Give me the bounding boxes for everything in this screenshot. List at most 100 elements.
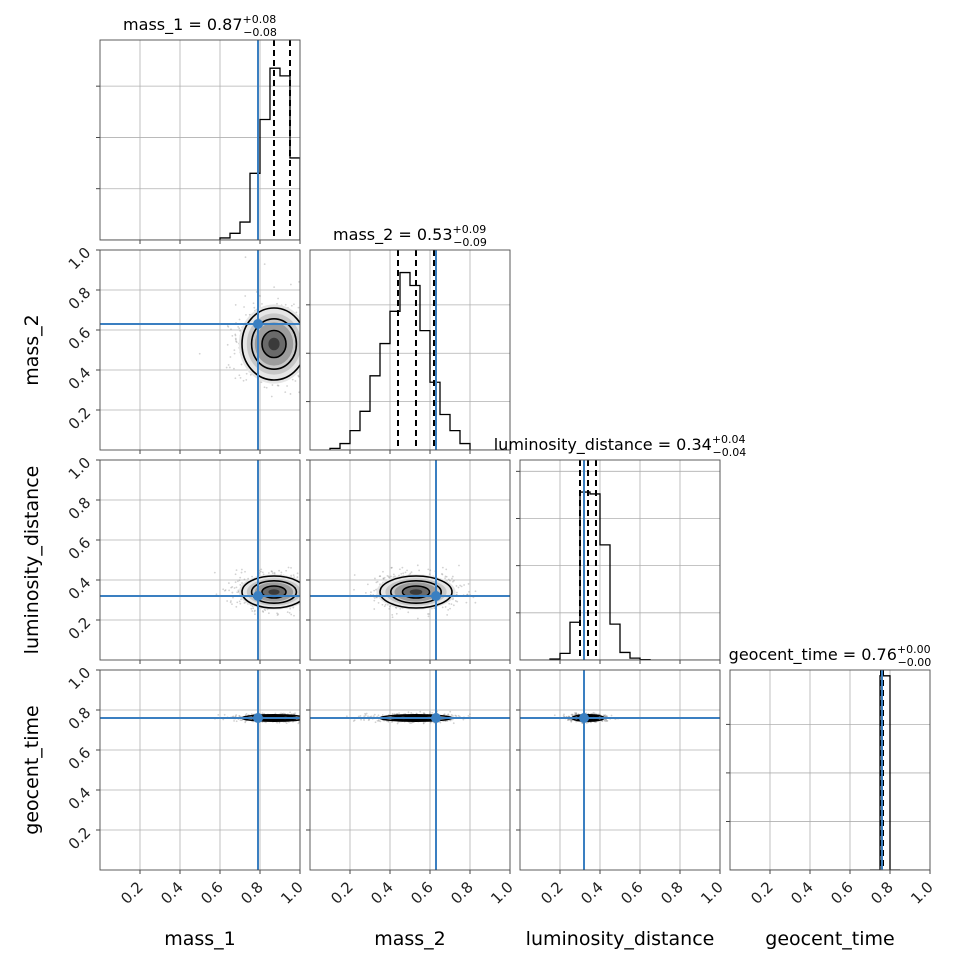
- sample-point: [570, 713, 573, 716]
- sample-point: [605, 715, 608, 717]
- contour-line: [389, 579, 442, 604]
- sample-point: [410, 711, 413, 714]
- sample-point: [415, 712, 418, 715]
- diag-panel-mass_1: mass_1 = 0.87+0.08 −0.08: [96, 13, 301, 244]
- sample-point: [428, 573, 431, 576]
- sample-point: [382, 570, 384, 573]
- sample-point: [327, 339, 329, 341]
- sample-point: [290, 613, 293, 616]
- y-tick-label: 0.4: [65, 784, 95, 814]
- y-tick-label: 0.2: [65, 614, 95, 644]
- sample-point: [373, 608, 376, 610]
- sample-point: [306, 715, 308, 717]
- sample-point: [449, 719, 452, 722]
- sample-point: [383, 605, 386, 608]
- sample-point: [228, 366, 231, 369]
- sample-point: [567, 718, 570, 721]
- sample-point: [307, 591, 309, 593]
- sample-point: [605, 720, 608, 722]
- sample-point: [303, 594, 305, 596]
- contour-line: [379, 575, 453, 609]
- sample-point: [395, 612, 398, 615]
- sample-point: [230, 586, 233, 589]
- sample-point: [373, 713, 376, 716]
- sample-point: [459, 584, 462, 587]
- sample-point: [277, 613, 280, 616]
- sample-point: [239, 602, 242, 605]
- sample-point: [416, 564, 419, 567]
- sample-point: [245, 378, 248, 381]
- sample-point: [467, 715, 470, 717]
- sample-point: [261, 712, 264, 715]
- sample-point: [366, 583, 369, 586]
- sample-point: [392, 573, 395, 576]
- sample-point: [562, 714, 565, 717]
- panel-frame: [309, 459, 511, 661]
- sample-point: [226, 600, 229, 602]
- sample-point: [311, 376, 313, 378]
- panel-frame: [309, 249, 511, 451]
- sample-point: [444, 575, 447, 578]
- sample-point: [302, 344, 304, 346]
- sample-point: [570, 719, 573, 722]
- sample-point: [285, 569, 288, 572]
- sample-point: [318, 345, 320, 347]
- sample-point: [429, 569, 432, 572]
- sample-point: [307, 719, 309, 721]
- y-tick-label: 0.2: [65, 404, 95, 434]
- sample-point: [224, 589, 227, 591]
- sample-point: [301, 327, 303, 329]
- sample-point: [233, 720, 235, 722]
- sample-point: [376, 719, 379, 722]
- sample-point: [316, 360, 318, 362]
- sample-point: [431, 711, 434, 714]
- sample-point: [603, 714, 606, 717]
- sample-point: [304, 595, 306, 597]
- sample-point: [238, 579, 241, 582]
- sample-point: [254, 613, 256, 616]
- contour-line: [401, 585, 431, 599]
- sample-point: [289, 711, 292, 714]
- sample-point: [423, 712, 426, 715]
- x-tick-label: 0.8: [657, 878, 687, 908]
- sample-point: [225, 366, 228, 369]
- sample-point: [452, 715, 454, 717]
- x-axis-label: mass_1: [164, 928, 236, 950]
- sample-point: [367, 719, 370, 722]
- sample-point: [237, 589, 240, 592]
- sample-point: [307, 325, 309, 327]
- sample-point: [234, 581, 237, 584]
- sample-point: [427, 615, 430, 618]
- sample-point: [569, 719, 572, 722]
- sample-point: [284, 391, 287, 394]
- x-tick-label: 0.4: [787, 878, 817, 908]
- sample-point: [234, 304, 237, 306]
- sample-point: [235, 586, 238, 589]
- y-axis-label: geocent_time: [21, 705, 43, 834]
- sample-point: [382, 577, 385, 580]
- sample-point: [305, 590, 307, 592]
- x-tick-label: 0.6: [407, 878, 437, 908]
- sample-point: [289, 393, 292, 395]
- sample-point: [304, 718, 306, 720]
- sample-point: [300, 588, 302, 590]
- sample-point: [363, 715, 366, 717]
- sample-point: [601, 720, 604, 723]
- sample-point: [264, 609, 267, 612]
- sample-point: [223, 589, 226, 592]
- panel-title: mass_2 = 0.53+0.09 −0.09: [333, 223, 487, 249]
- sample-point: [280, 571, 283, 574]
- sample-point: [374, 577, 376, 580]
- y-tick-label: 1.0: [65, 664, 95, 694]
- sample-point: [378, 720, 380, 722]
- x-tick-label: 1.0: [487, 878, 517, 908]
- sample-point: [240, 363, 243, 366]
- sample-point: [276, 614, 279, 617]
- sample-point: [447, 578, 450, 581]
- sample-point: [400, 572, 403, 575]
- truth-marker: [579, 713, 589, 723]
- sample-point: [262, 611, 265, 613]
- sample-point: [286, 611, 289, 613]
- sample-point: [312, 344, 314, 346]
- sample-point: [391, 613, 394, 616]
